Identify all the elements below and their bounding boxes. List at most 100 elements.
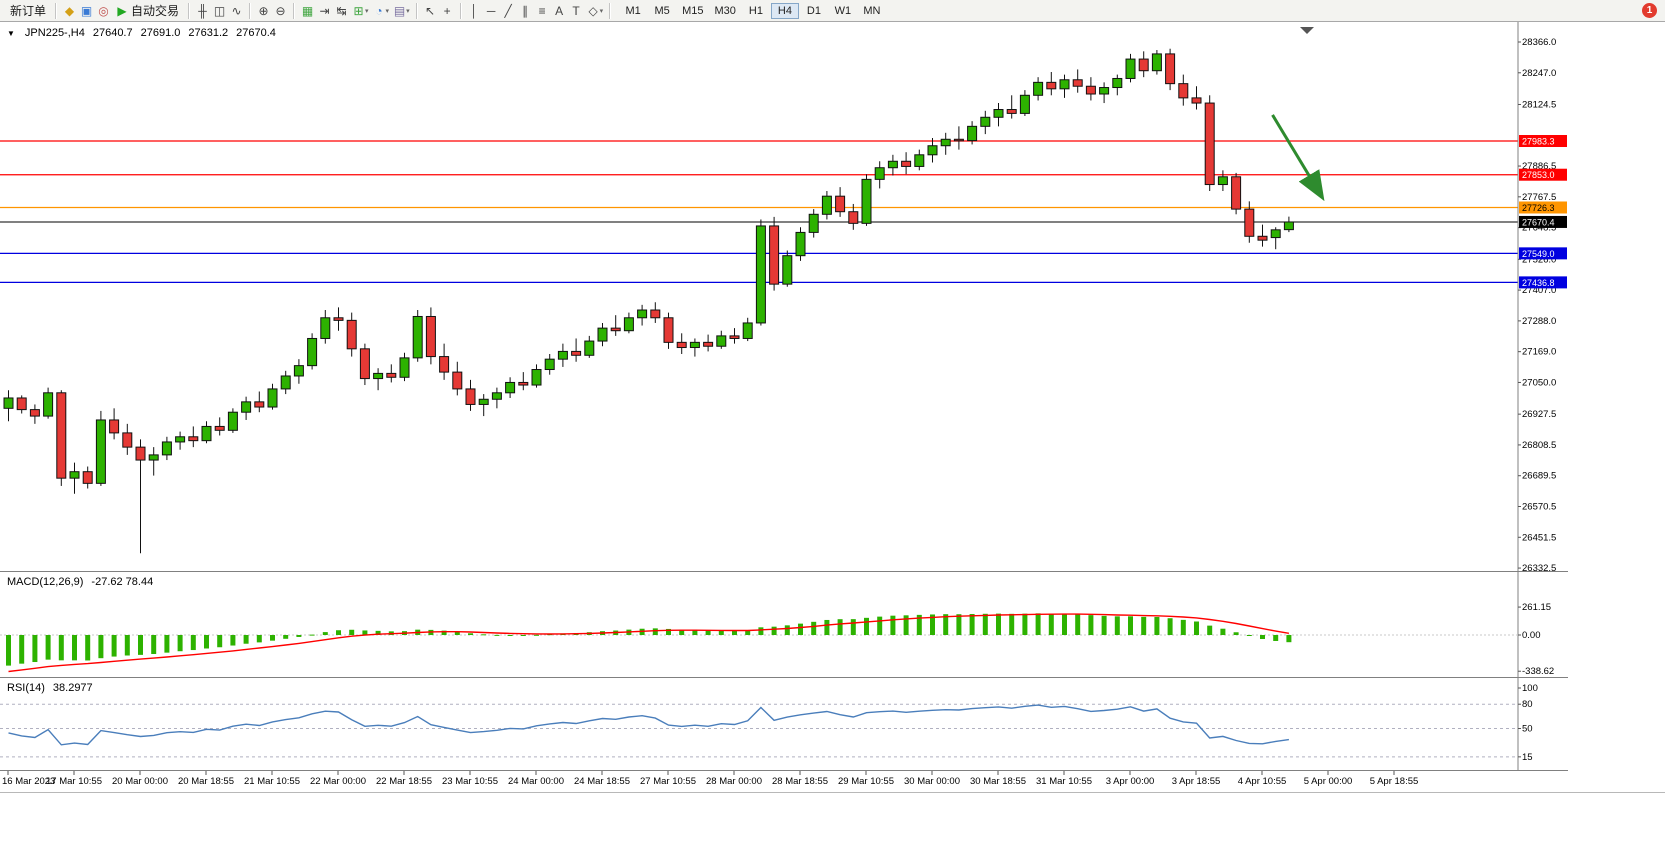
notification-badge[interactable]: 1 [1642,3,1657,18]
indicators-dropdown-icon[interactable]: ▾ [365,7,369,15]
svg-text:16 Mar 2023: 16 Mar 2023 [2,776,55,787]
periods-dropdown-icon[interactable]: ▾ [385,7,390,15]
zoom-out-icon[interactable]: ⊖ [275,3,286,18]
shapes-tool-icon[interactable]: ◇ [588,3,598,18]
chart-title: ▼ JPN225-,H4 27640.7 27691.0 27631.2 276… [7,27,276,39]
svg-text:27983.3: 27983.3 [1522,137,1555,147]
price-axis[interactable]: 28366.0 28247.0 28124.5 27886.5 27767.5 27648… [1518,37,1556,574]
chart-shift-marker[interactable] [1300,27,1314,34]
tile-windows-icon[interactable]: ▦ [301,3,314,18]
rsi-label: RSI(14) [7,682,45,694]
panel-frame [0,22,1568,771]
svg-text:29 Mar 10:55: 29 Mar 10:55 [838,776,894,787]
toolbar: 新订单 ◆ ▣ ◎ ▶ 自动交易 ╫ ◫ ∿ ⊕ ⊖ ▦ ⇥ ↹ ⊞ ▾ ◔ ▾… [0,0,1665,22]
rsi-value: 38.2977 [52,682,93,694]
chart-collapse-icon[interactable]: ▼ [7,28,15,38]
crosshair-icon[interactable]: + [443,3,451,18]
auto-scroll-icon[interactable]: ⇥ [319,3,330,18]
toolbar-separator [188,2,191,19]
svg-text:26332.5: 26332.5 [1522,563,1556,574]
svg-text:27 Mar 10:55: 27 Mar 10:55 [640,776,696,787]
ohlc-high: 27691.0 [140,27,181,39]
svg-text:27670.4: 27670.4 [1522,217,1555,227]
svg-text:20 Mar 18:55: 20 Mar 18:55 [178,776,234,787]
candlestick-mode-icon[interactable]: ◫ [213,3,226,18]
periods-icon[interactable]: ◔ [375,3,383,18]
metaeditor-icon[interactable]: ◆ [64,3,75,18]
svg-text:27288.0: 27288.0 [1522,316,1556,327]
svg-text:27050.0: 27050.0 [1522,377,1556,388]
bar-chart-mode-icon[interactable]: ╫ [198,3,207,18]
shapes-dropdown-icon[interactable]: ▾ [599,7,604,15]
tf-h1-button[interactable]: H1 [748,4,763,17]
chart-symbol-period: JPN225-,H4 [24,27,85,39]
svg-text:-338.62: -338.62 [1522,666,1554,677]
indicators-icon[interactable]: ⊞ [353,3,364,18]
svg-text:261.15: 261.15 [1522,602,1551,613]
svg-text:26689.5: 26689.5 [1522,471,1556,482]
cursor-icon[interactable]: ↖ [425,3,436,18]
community-icon[interactable]: ◎ [98,3,109,18]
svg-text:30 Mar 00:00: 30 Mar 00:00 [904,776,960,787]
rsi-panel: 100 80 50 15 [0,683,1538,763]
tf-mn-button[interactable]: MN [863,4,881,17]
templates-dropdown-icon[interactable]: ▾ [406,7,410,15]
svg-text:22 Mar 18:55: 22 Mar 18:55 [376,776,432,787]
svg-text:30 Mar 18:55: 30 Mar 18:55 [970,776,1026,787]
algo-trading-play-icon: ▶ [117,3,127,18]
toolbar-separator [415,2,418,19]
svg-text:22 Mar 00:00: 22 Mar 00:00 [310,776,366,787]
new-order-button[interactable]: 新订单 [10,4,47,18]
price-tags: 27983.3 27853.0 27726.3 27549.0 27436.8 27670… [1519,135,1567,289]
algo-trading-button[interactable]: ▶ 自动交易 [112,1,184,20]
svg-text:28 Mar 18:55: 28 Mar 18:55 [772,776,828,787]
fibonacci-tool-icon[interactable]: ≡ [538,3,546,18]
chart-shift-icon[interactable]: ↹ [336,3,347,18]
svg-text:20 Mar 00:00: 20 Mar 00:00 [112,776,168,787]
rsi-header: RSI(14) 38.2977 [7,682,93,694]
svg-text:27886.5: 27886.5 [1522,161,1556,172]
svg-text:27526.0: 27526.0 [1522,254,1556,265]
tf-w1-button[interactable]: W1 [834,4,852,17]
line-chart-mode-icon[interactable]: ∿ [231,3,242,18]
svg-text:100: 100 [1522,683,1538,694]
svg-text:27726.3: 27726.3 [1522,203,1555,213]
text-tool-icon[interactable]: A [555,3,564,18]
svg-text:27549.0: 27549.0 [1522,249,1555,259]
label-tool-icon[interactable]: T [572,3,580,18]
tf-m15-button[interactable]: M15 [682,4,704,17]
arrow-annotation[interactable] [1271,114,1325,202]
tf-h4-button[interactable]: H4 [770,2,799,19]
templates-icon[interactable]: ▤ [393,3,406,18]
svg-text:21 Mar 10:55: 21 Mar 10:55 [244,776,300,787]
svg-text:27767.5: 27767.5 [1522,192,1556,203]
chart-canvas[interactable]: 28366.0 28247.0 28124.5 27886.5 27767.5 27648… [0,22,1665,792]
svg-text:15: 15 [1522,752,1533,763]
market-icon[interactable]: ▣ [80,3,93,18]
horizontal-lines[interactable] [0,140,1518,283]
zoom-in-icon[interactable]: ⊕ [258,3,269,18]
channel-tool-icon[interactable]: ∥ [522,3,529,18]
svg-text:3 Apr 18:55: 3 Apr 18:55 [1172,776,1221,787]
tf-m5-button[interactable]: M5 [654,4,670,17]
svg-text:24 Mar 18:55: 24 Mar 18:55 [574,776,630,787]
svg-text:3 Apr 00:00: 3 Apr 00:00 [1106,776,1155,787]
tf-d1-button[interactable]: D1 [806,4,821,17]
svg-text:26927.5: 26927.5 [1522,409,1556,420]
svg-text:4 Apr 10:55: 4 Apr 10:55 [1238,776,1287,787]
svg-text:24 Mar 00:00: 24 Mar 00:00 [508,776,564,787]
toolbar-separator [609,2,612,19]
macd-panel: 261.15 0.00 -338.62 [0,602,1554,677]
tf-m30-button[interactable]: M30 [714,4,736,17]
tf-m1-button[interactable]: M1 [625,4,641,17]
trendline-tool-icon[interactable]: ╱ [504,3,512,18]
vertical-line-tool-icon[interactable]: │ [470,3,478,18]
svg-text:50: 50 [1522,724,1533,735]
svg-text:26570.5: 26570.5 [1522,501,1556,512]
svg-text:31 Mar 10:55: 31 Mar 10:55 [1036,776,1092,787]
horizontal-line-tool-icon[interactable]: ─ [486,3,496,18]
macd-values: -27.62 78.44 [91,576,154,588]
svg-text:26451.5: 26451.5 [1522,532,1556,543]
